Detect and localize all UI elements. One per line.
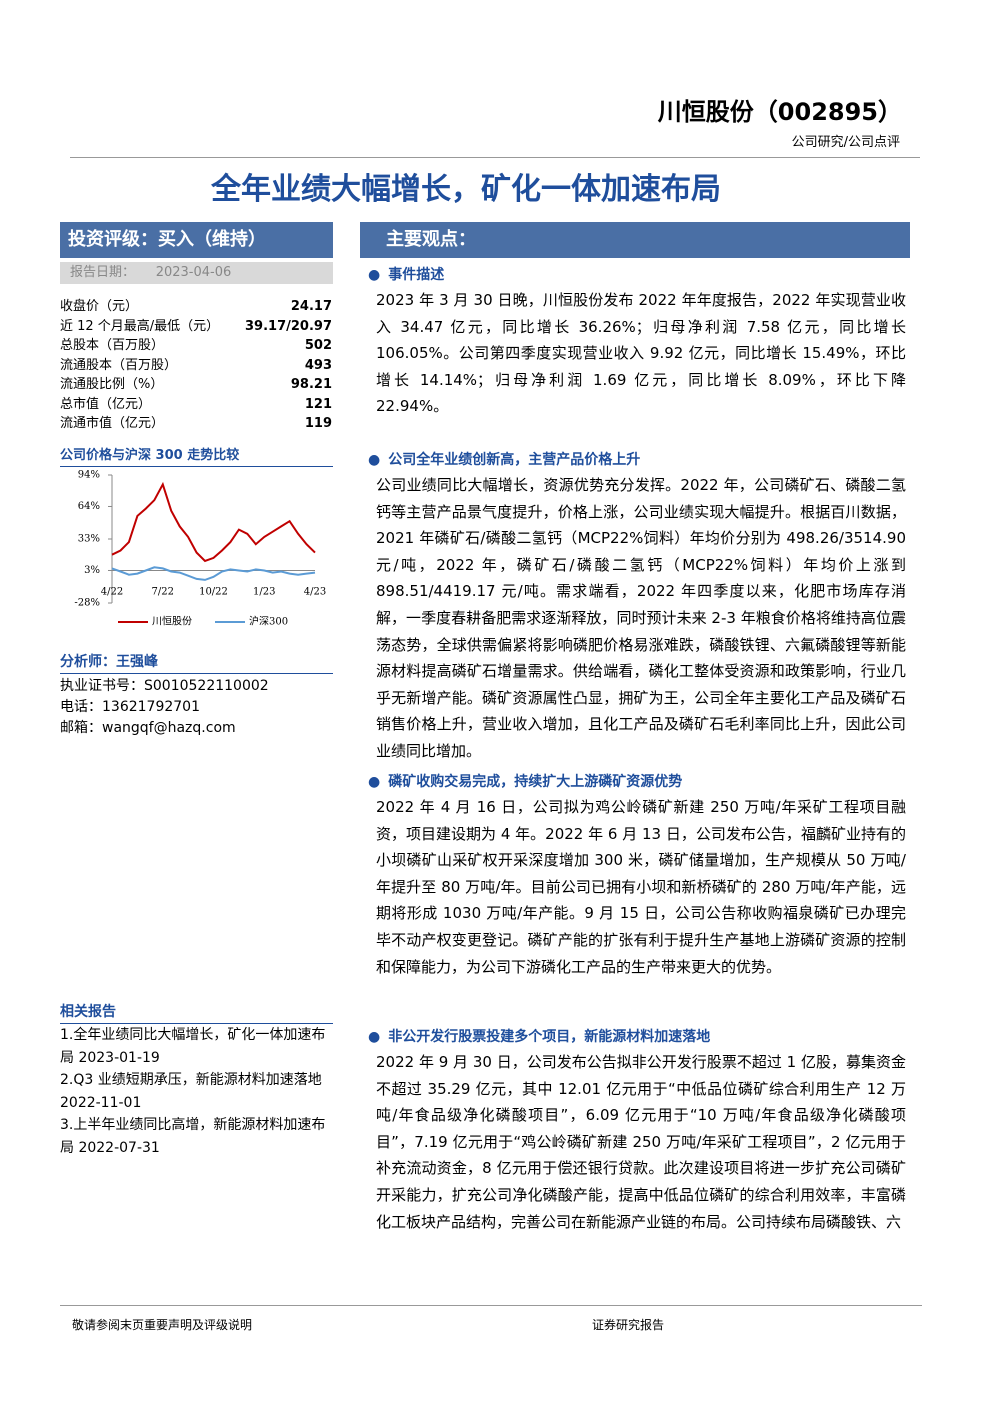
line	[111, 566, 316, 581]
y-tick-label: 64%	[78, 501, 100, 512]
report-date: 报告日期： 2023-04-06	[60, 262, 333, 284]
bullet: ●	[368, 267, 381, 283]
stats: 收盘价（元） 24.17 近 12 个月最高/最低（元） 39.17/20.97 总股本…	[60, 297, 332, 434]
stat-label: 总股本（百万股）	[60, 338, 165, 353]
stat-value: 493	[304, 357, 332, 373]
related-list: 1.全年业绩同比大幅增长，矿化一体加速布局 2023-01-19 2.Q3 业绩短…	[60, 1024, 335, 1159]
footer-right: 证券研究报告	[592, 1318, 665, 1332]
heading-text: 事件描述	[388, 267, 445, 283]
paragraph: 公司业绩同比大幅增长，资源优势充分发挥。2022 年，公司磷矿石、磷酸二氢钙等主…	[376, 476, 906, 760]
footer-left: 敬请参阅末页重要声明及评级说明	[72, 1318, 253, 1332]
stat-row: 流通市值（亿元） 119	[60, 414, 332, 434]
rule	[60, 1305, 922, 1306]
stat-value: 39.17/20.97	[245, 318, 332, 334]
analyst-line: 电话：13621792701	[60, 699, 200, 715]
x-tick-label: 10/22	[199, 587, 228, 598]
y-tick-label: 33%	[78, 534, 100, 545]
paragraph: 2023 年 3 月 30 日晚，川恒股份发布 2022 年年度报告，2022 …	[376, 291, 906, 416]
related-item: 1.全年业绩同比大幅增长，矿化一体加速布局 2023-01-19	[60, 1027, 326, 1066]
chart-title: 公司价格与沪深 300 走势比较	[60, 444, 333, 467]
stat-value: 24.17	[290, 299, 332, 314]
stat-value: 502	[304, 338, 332, 353]
x-tick-label: 4/22	[101, 587, 123, 598]
stat-row: 流通股比例（%） 98.21	[60, 375, 332, 395]
stat-row: 近 12 个月最高/最低（元） 39.17/20.97	[60, 317, 332, 337]
section-heading: ● 事件描述	[368, 264, 444, 284]
x-tick-label: 7/22	[152, 587, 174, 598]
stat-label: 近 12 个月最高/最低（元）	[60, 318, 220, 334]
date-label: 报告日期：	[70, 265, 136, 280]
bullet: ●	[368, 452, 381, 468]
section-heading: ● 磷矿收购交易完成，持续扩大上游磷矿资源优势	[368, 771, 682, 791]
analyst-line: 邮箱：wangqf@hazq.com	[60, 720, 236, 736]
section-heading: ● 非公开发行股票投建多个项目，新能源材料加速落地	[368, 1026, 710, 1046]
chart: 94% 64% 33% 3% -28%4/22 7/22 10/22 1/23 4/23 川恒股份…	[74, 470, 326, 628]
related-item: 2.Q3 业绩短期承压，新能源材料加速落地 2022-11-01	[60, 1072, 322, 1111]
company: 川恒股份（002895）	[657, 98, 902, 126]
rule	[70, 157, 920, 158]
legend-label: 川恒股份	[152, 615, 192, 628]
paragraph: 2022 年 4 月 16 日，公司拟为鸡公岭磷矿新建 250 万吨/年采矿工程…	[376, 798, 906, 976]
stat-label: 流通市值（亿元）	[60, 416, 165, 431]
related-item: 3.上半年业绩同比高增，新能源材料加速布局 2022-07-31	[60, 1117, 326, 1156]
date: 2023-04-06	[155, 265, 232, 280]
main-title: 主要观点：	[360, 222, 910, 258]
heading-text: 公司全年业绩创新高，主营产品价格上升	[388, 452, 641, 468]
category: 公司研究/公司点评	[791, 135, 900, 150]
stat-label: 总市值（亿元）	[60, 396, 152, 412]
analyst-info: 执业证书号：S0010522110002 电话：13621792701 邮箱：wan…	[60, 676, 269, 739]
analyst-title: 分析师：王强峰	[60, 651, 333, 674]
stat-row: 流通股本（百万股） 493	[60, 356, 332, 376]
y-tick-label: -28%	[74, 598, 100, 609]
analyst-line: 执业证书号：S0010522110002	[60, 678, 269, 694]
y-tick-label: 3%	[84, 565, 100, 576]
rating: 投资评级：买入（维持）	[60, 222, 333, 258]
section-heading: ● 公司全年业绩创新高，主营产品价格上升	[368, 449, 640, 469]
stat-label: 收盘价（元）	[60, 299, 139, 314]
stat-label: 流通股比例（%）	[60, 377, 164, 392]
stat-row: 总市值（亿元） 121	[60, 395, 332, 415]
legend-label: 沪深300	[249, 615, 288, 628]
bullet: ●	[368, 1029, 381, 1045]
heading-text: 磷矿收购交易完成，持续扩大上游磷矿资源优势	[388, 774, 683, 790]
stat-value: 119	[304, 416, 332, 431]
stat-value: 98.21	[290, 377, 332, 392]
bullet: ●	[368, 774, 381, 790]
x-tick-label: 1/23	[253, 587, 275, 598]
y-tick-label: 94%	[78, 470, 100, 481]
line	[111, 481, 316, 563]
stat-row: 收盘价（元） 24.17	[60, 297, 332, 317]
stat-row: 总股本（百万股） 502	[60, 336, 332, 356]
stat-value: 121	[304, 396, 332, 412]
related-title: 相关报告	[60, 1001, 333, 1024]
paragraph: 2022 年 9 月 30 日，公司发布公告拟非公开发行股票不超过 1 亿股，募…	[376, 1053, 906, 1231]
x-tick-label: 4/23	[304, 587, 326, 598]
heading-text: 非公开发行股票投建多个项目，新能源材料加速落地	[388, 1029, 711, 1045]
stat-label: 流通股本（百万股）	[60, 357, 178, 373]
doc-title: 全年业绩大幅增长，矿化一体加速布局	[211, 172, 721, 207]
